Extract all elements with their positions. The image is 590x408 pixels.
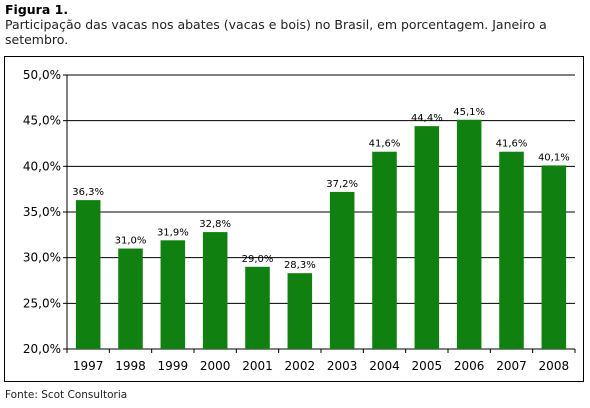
- bar-2003: [329, 191, 355, 349]
- y-tick-label: 30,0%: [23, 251, 61, 265]
- data-label-2000: 32,8%: [199, 219, 231, 230]
- x-tick-label-1997: 1997: [73, 359, 104, 373]
- data-label-1998: 31,0%: [115, 236, 147, 247]
- x-tick-label-2004: 2004: [369, 359, 400, 373]
- y-tick-label: 20,0%: [23, 342, 61, 356]
- bar-chart: 20,0% 25,0% 30,0% 35,0% 40,0% 45,0% 50,0% 36,3%…: [23, 68, 576, 373]
- y-tick-label: 35,0%: [23, 205, 61, 219]
- bar-2001: [245, 266, 270, 349]
- chart-frame: 20,0% 25,0% 30,0% 35,0% 40,0% 45,0% 50,0% 36,3%…: [4, 56, 584, 382]
- data-label-1999: 31,9%: [157, 227, 189, 238]
- data-label-2004: 41,6%: [369, 139, 401, 150]
- bar-2004: [372, 151, 397, 349]
- bar-2008: [541, 165, 567, 349]
- source-note: Fonte: Scot Consultoria: [5, 389, 128, 401]
- x-tick-label-2001: 2001: [242, 359, 273, 373]
- x-tick-label-2007: 2007: [496, 359, 527, 373]
- x-tick-label-1999: 1999: [158, 359, 189, 373]
- y-tick-label: 40,0%: [23, 159, 61, 173]
- data-label-2005: 44,4%: [411, 113, 443, 124]
- data-label-2008: 40,1%: [538, 152, 570, 163]
- y-tick-label: 50,0%: [23, 68, 61, 82]
- data-label-2001: 29,0%: [242, 254, 274, 265]
- x-tick-label-2008: 2008: [539, 359, 570, 373]
- bar-2007: [499, 151, 524, 349]
- figure-label: Figura 1.: [5, 2, 69, 17]
- data-label-2006: 45,1%: [453, 107, 485, 118]
- x-tick-label-2005: 2005: [412, 359, 443, 373]
- x-tick-label-1998: 1998: [115, 359, 146, 373]
- bar-1997: [75, 200, 101, 349]
- y-tick-label: 25,0%: [23, 296, 61, 310]
- bar-2002: [287, 273, 313, 349]
- data-label-2007: 41,6%: [496, 139, 528, 150]
- data-label-2002: 28,3%: [284, 260, 316, 271]
- chart-caption: Participação das vacas nos abates (vacas…: [5, 17, 547, 47]
- data-label-1997: 36,3%: [72, 187, 104, 198]
- bar-2000: [202, 232, 228, 349]
- y-tick-label: 45,0%: [23, 114, 61, 128]
- x-tick-label-2006: 2006: [454, 359, 485, 373]
- bar-2005: [414, 126, 440, 349]
- bar-2006: [456, 119, 482, 350]
- bar-1998: [118, 248, 143, 349]
- x-tick-label-2000: 2000: [200, 359, 231, 373]
- x-tick-label-2002: 2002: [285, 359, 316, 373]
- data-label-2003: 37,2%: [326, 179, 358, 190]
- bar-1999: [160, 240, 186, 349]
- x-tick-label-2003: 2003: [327, 359, 358, 373]
